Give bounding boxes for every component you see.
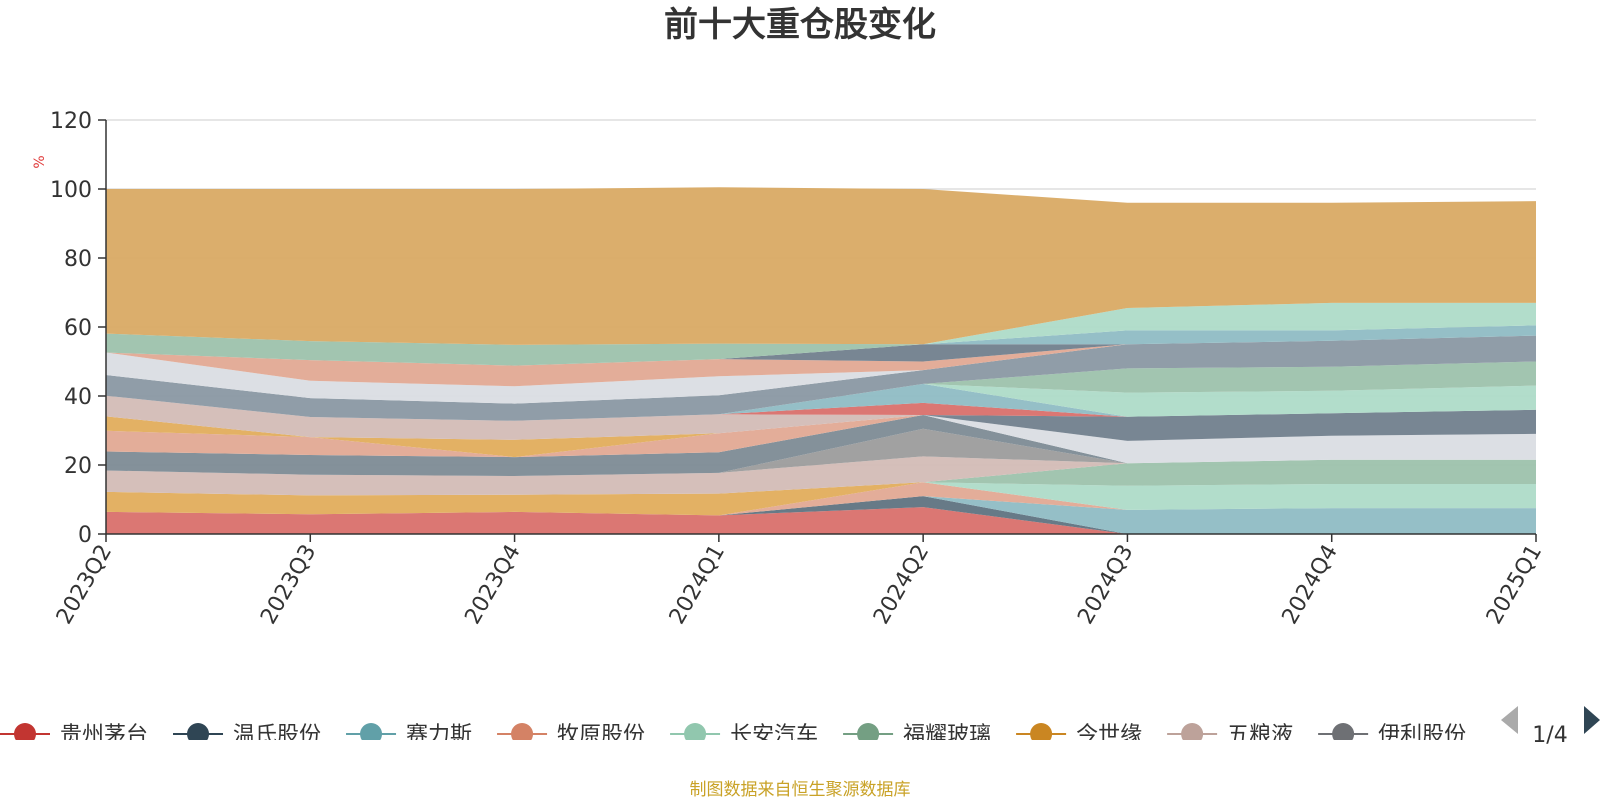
area-series-13[interactable] xyxy=(106,395,1536,464)
legend-label: 五粮液 xyxy=(1227,723,1293,748)
area-series-group xyxy=(106,187,1536,534)
y-tick-label: 100 xyxy=(50,178,92,203)
legend-prev-page-icon[interactable] xyxy=(1501,706,1518,734)
legend-label: 长安汽车 xyxy=(730,723,818,748)
area-series-12[interactable] xyxy=(106,395,1536,464)
x-tick-label: 2024Q4 xyxy=(1278,541,1343,629)
legend-marker-icon xyxy=(857,723,880,740)
area-series-8[interactable] xyxy=(106,428,1536,476)
legend-label: 伊利股份 xyxy=(1378,723,1466,748)
area-series-19[interactable] xyxy=(106,335,1536,421)
y-tick-label: 20 xyxy=(64,454,92,479)
area-series-4[interactable] xyxy=(106,482,1536,516)
x-tick-label: 2023Q3 xyxy=(256,541,321,629)
area-series-16[interactable] xyxy=(106,383,1536,421)
y-tick-label: 80 xyxy=(64,247,92,272)
area-series-11[interactable] xyxy=(106,415,1536,464)
area-series-6[interactable] xyxy=(106,459,1536,516)
legend-item[interactable]: 赛力斯 xyxy=(346,723,472,748)
legend-item[interactable]: 温氏股份 xyxy=(173,723,321,748)
legend-marker-icon xyxy=(187,723,210,740)
y-tick-label: 40 xyxy=(64,385,92,410)
area-series-0[interactable] xyxy=(106,507,1536,534)
area-series-10[interactable] xyxy=(106,415,1536,464)
area-series-20[interactable] xyxy=(106,335,1536,404)
legend-item[interactable]: 贵州茅台 xyxy=(0,723,148,748)
x-tick-label: 2025Q1 xyxy=(1482,541,1547,629)
area-series-21[interactable] xyxy=(106,335,1536,387)
legend-items: 贵州茅台 温氏股份 赛力斯 牧原股份 长安汽车 福耀玻璃 今世缘 五粮液 伊利股份 xyxy=(0,723,1466,748)
x-tick-label: 2024Q1 xyxy=(665,541,730,629)
area-series-5[interactable] xyxy=(106,459,1536,516)
area-series-22[interactable] xyxy=(106,335,1536,366)
y-tick-label: 60 xyxy=(64,316,92,341)
legend-marker-icon xyxy=(1332,723,1355,740)
x-tick-label: 2023Q4 xyxy=(460,541,525,629)
legend-marker-icon xyxy=(1030,723,1053,740)
legend-item[interactable]: 长安汽车 xyxy=(670,723,818,748)
x-tick-label: 2024Q3 xyxy=(1073,541,1138,629)
legend-label: 福耀玻璃 xyxy=(903,723,991,748)
area-series-23[interactable] xyxy=(106,325,1536,366)
legend-next-page-icon[interactable] xyxy=(1584,706,1600,734)
y-axis-unit: % xyxy=(32,155,48,168)
area-series-9[interactable] xyxy=(106,415,1536,476)
area-series-24[interactable] xyxy=(106,302,1536,366)
y-tick-label: 120 xyxy=(50,109,92,134)
area-series-17[interactable] xyxy=(106,383,1536,421)
legend-label: 牧原股份 xyxy=(557,723,645,748)
legend-label: 温氏股份 xyxy=(233,723,321,748)
area-series-26[interactable] xyxy=(106,187,1536,345)
legend-page-indicator: 1/4 xyxy=(1532,723,1567,748)
legend-item[interactable]: 福耀玻璃 xyxy=(843,723,991,748)
x-tick-label: 2023Q2 xyxy=(52,541,117,629)
y-tick-labels: 0 20 40 60 80 100 120 xyxy=(50,109,106,548)
legend-label: 今世缘 xyxy=(1076,723,1142,748)
x-tick-labels: 2023Q2 2023Q3 2023Q4 2024Q1 2024Q2 2024Q3 2024… xyxy=(52,534,1547,629)
area-series-2[interactable] xyxy=(106,496,1536,534)
area-series-7[interactable] xyxy=(106,456,1536,496)
legend-marker-icon xyxy=(511,723,534,740)
legend-pager: 1/4 xyxy=(1501,706,1600,748)
y-tick-label: 0 xyxy=(78,523,92,548)
x-tick-label: 2024Q2 xyxy=(869,541,934,629)
legend-marker-icon xyxy=(360,723,383,740)
legend-item[interactable]: 伊利股份 xyxy=(1318,723,1466,748)
legend-marker-icon xyxy=(684,723,707,740)
legend-item[interactable]: 牧原股份 xyxy=(497,723,645,748)
legend-item[interactable]: 今世缘 xyxy=(1016,723,1142,748)
area-series-25[interactable] xyxy=(106,302,1536,366)
legend: 贵州茅台 温氏股份 赛力斯 牧原股份 长安汽车 福耀玻璃 今世缘 五粮液 伊利股份 xyxy=(0,723,1466,748)
legend-marker-icon xyxy=(1181,723,1204,740)
chart-title: 前十大重仓股变化 xyxy=(664,5,936,45)
legend-marker-icon xyxy=(14,723,36,740)
legend-label: 贵州茅台 xyxy=(60,723,148,748)
legend-item[interactable]: 五粮液 xyxy=(1167,723,1293,748)
area-series-18[interactable] xyxy=(106,361,1536,421)
area-series-14[interactable] xyxy=(106,395,1536,441)
data-source-note: 制图数据来自恒生聚源数据库 xyxy=(690,780,911,800)
legend-label: 赛力斯 xyxy=(406,723,472,748)
